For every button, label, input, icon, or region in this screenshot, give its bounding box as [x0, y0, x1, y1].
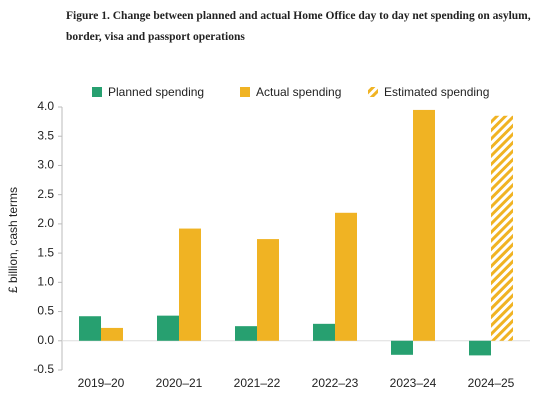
x-tick-label: 2022–23 — [312, 376, 359, 390]
chart-title: Figure 1. Change between planned and act… — [66, 10, 531, 43]
bar — [79, 316, 101, 341]
legend-label: Actual spending — [256, 85, 341, 99]
y-tick-label: 3.5 — [37, 128, 54, 142]
bar — [491, 115, 513, 341]
y-axis-label: £ billion, cash terms — [6, 187, 20, 293]
bar — [335, 212, 357, 341]
bar — [235, 326, 257, 341]
x-tick-label: 2024–25 — [468, 376, 515, 390]
legend-swatch — [368, 87, 378, 97]
bar — [413, 109, 435, 341]
bar — [313, 323, 335, 341]
bar — [101, 327, 123, 341]
legend-swatch — [92, 87, 102, 97]
y-tick-label: 2.5 — [37, 187, 54, 201]
x-tick-label: 2021–22 — [234, 376, 281, 390]
bar — [179, 228, 201, 341]
x-tick-label: 2019–20 — [78, 376, 125, 390]
y-tick-label: 0.5 — [37, 304, 54, 318]
bar — [257, 239, 279, 341]
y-tick-label: 3.0 — [37, 158, 54, 172]
legend-label: Planned spending — [108, 85, 204, 99]
x-tick-label: 2023–24 — [390, 376, 437, 390]
y-tick-label: -0.5 — [33, 362, 54, 376]
y-tick-label: 1.5 — [37, 245, 54, 259]
legend-swatch — [240, 87, 250, 97]
legend-label: Estimated spending — [384, 85, 489, 99]
y-tick-label: 0.0 — [37, 333, 54, 347]
y-tick-label: 4.0 — [37, 99, 54, 113]
y-tick-label: 2.0 — [37, 216, 54, 230]
bar — [469, 340, 491, 356]
bar — [391, 340, 413, 355]
x-tick-label: 2020–21 — [156, 376, 203, 390]
bar — [157, 315, 179, 341]
y-tick-label: 1.0 — [37, 275, 54, 289]
